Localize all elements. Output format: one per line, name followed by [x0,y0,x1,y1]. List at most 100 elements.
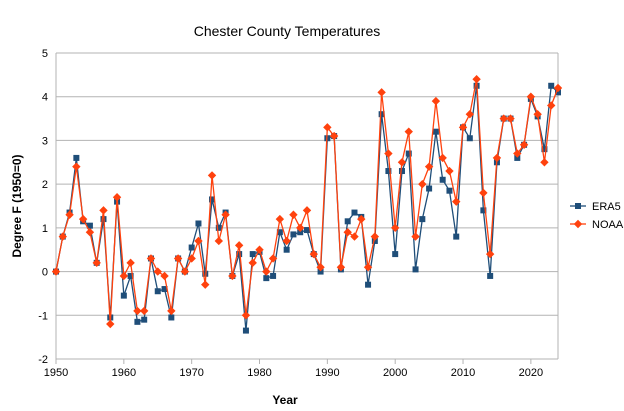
legend-marker [575,203,581,209]
data-point-noaa [99,206,108,215]
data-point-noaa [133,306,142,316]
x-tick-label: 1960 [112,367,136,379]
series-noaa [51,75,563,329]
x-tick-label: 2000 [383,367,407,379]
data-point-noaa [323,123,332,132]
data-point-era5 [351,209,358,216]
data-point-era5 [134,318,141,325]
data-point-era5 [514,154,521,161]
data-point-noaa [78,214,88,224]
data-point-noaa [112,193,122,202]
data-point-noaa [167,306,176,316]
data-point-era5 [392,251,399,258]
data-point-noaa [139,306,149,316]
data-point-noaa [540,158,549,167]
data-point-era5 [548,82,555,89]
gridlines [56,52,558,360]
data-point-era5 [270,272,277,279]
data-point-era5 [202,270,209,277]
data-point-noaa [106,319,115,329]
data-point-noaa [92,258,101,268]
x-tick-label: 2020 [519,367,543,379]
data-point-noaa [146,254,156,263]
data-point-noaa [445,166,454,176]
data-point-era5 [283,246,290,253]
chart-title: Chester County Temperatures [194,23,381,39]
data-point-noaa [282,236,291,246]
data-point-noaa [513,149,522,158]
data-point-noaa [377,88,386,97]
data-point-noaa [275,214,285,224]
data-point-era5 [304,227,310,234]
data-point-era5 [466,135,473,142]
data-point-noaa [519,140,529,149]
data-point-noaa [85,228,95,237]
data-point-era5 [487,272,494,279]
data-point-noaa [438,153,447,163]
data-point-era5 [215,224,222,231]
data-point-noaa [458,123,468,132]
data-point-era5 [249,251,256,258]
data-point-era5 [541,146,548,153]
data-point-noaa [465,110,475,119]
data-point-noaa [370,232,380,241]
data-point-era5 [446,187,453,194]
data-point-noaa [289,210,298,219]
legend-entry-noaa: NOAA [570,219,624,231]
y-tick-label: -1 [38,310,48,322]
data-point-era5 [290,231,297,238]
y-tick-label: 0 [42,267,48,279]
data-point-noaa [119,271,129,281]
data-point-era5 [385,168,392,175]
y-tick-label: -2 [38,354,48,366]
data-point-era5 [120,292,127,299]
data-point-era5 [453,233,460,240]
x-tick-label: 2010 [451,367,475,379]
data-point-noaa [485,249,495,259]
data-point-noaa [214,236,224,246]
data-point-noaa [65,210,74,219]
data-point-noaa [173,254,183,263]
data-point-noaa [547,101,556,110]
data-point-noaa [228,271,237,281]
data-point-noaa [180,267,190,276]
data-point-era5 [297,229,304,236]
data-point-noaa [194,236,203,246]
data-point-era5 [73,154,80,161]
data-point-era5 [276,229,283,236]
data-point-noaa [248,258,257,268]
data-point-noaa [207,171,217,180]
x-tick-label: 1990 [315,367,339,379]
y-axis-title: Degree F (1950=0) [10,154,24,257]
tick-labels: -2 -1 0 1 2 3 4 5 1950 1960 1970 1980 1990 2000 2010 20… [38,48,543,379]
legend: ERA5 NOAA [570,201,624,231]
data-point-noaa [350,232,359,241]
data-point-noaa [363,263,373,272]
data-point-noaa [553,83,563,93]
data-point-era5 [236,251,243,258]
data-point-era5 [439,176,446,183]
data-point-era5 [141,316,148,323]
y-tick-label: 3 [42,135,48,147]
data-point-noaa [533,110,542,119]
data-point-era5 [86,222,93,229]
data-point-era5 [161,286,168,293]
y-tick-label: 2 [42,179,48,191]
data-point-era5 [242,327,249,334]
data-point-noaa [187,254,196,263]
legend-label: ERA5 [592,201,621,213]
data-point-noaa [492,153,502,163]
x-tick-label: 1950 [44,367,68,379]
data-point-noaa [153,267,162,276]
data-point-era5 [371,237,378,244]
data-point-era5 [209,196,216,203]
data-point-noaa [268,254,278,263]
data-point-noaa [404,127,413,136]
data-point-era5 [378,111,385,118]
data-point-era5 [398,168,405,175]
axes [55,53,559,364]
data-point-noaa [51,267,61,276]
data-point-noaa [309,249,318,259]
data-point-noaa [255,245,264,254]
